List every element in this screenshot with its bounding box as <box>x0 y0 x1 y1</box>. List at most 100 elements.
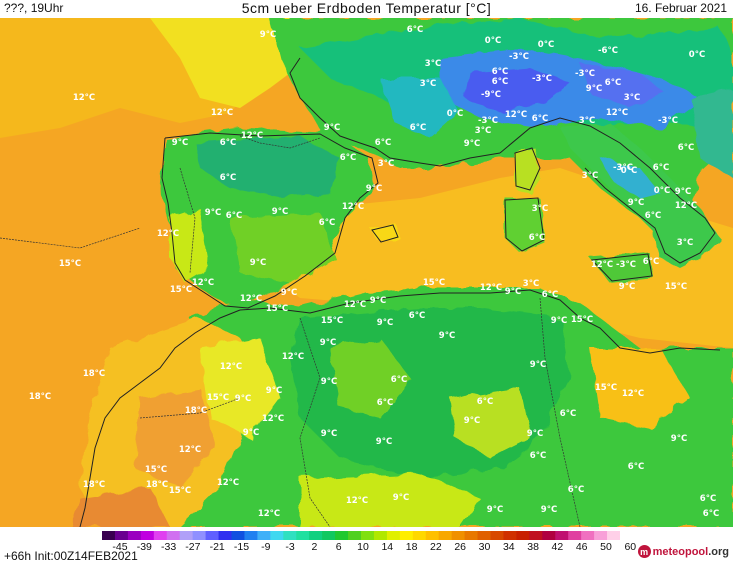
temperature-label: 9°C <box>393 493 409 503</box>
model-init-time: +66h Init:00Z14FEB2021 <box>4 549 138 563</box>
legend-color-swatch <box>102 531 116 540</box>
temperature-label: 9°C <box>586 84 602 94</box>
temperature-label: 6°C <box>568 485 584 495</box>
legend-color-swatch <box>399 531 414 540</box>
logo-domain: .org <box>708 545 729 558</box>
temperature-label: -9°C <box>481 90 501 100</box>
temperature-label: 3°C <box>420 79 436 89</box>
temperature-label: 6°C <box>377 398 393 408</box>
meteopool-logo[interactable]: m meteopool.org <box>637 545 729 558</box>
legend-color-swatch <box>335 531 349 540</box>
temperature-label: 3°C <box>582 171 598 181</box>
temperature-label: 6°C <box>678 143 694 153</box>
legend-tick-label: -3 <box>285 541 295 553</box>
color-legend-bar <box>102 531 620 540</box>
legend-color-swatch <box>166 531 181 540</box>
temperature-label: 0°C <box>689 50 705 60</box>
legend-tick-label: 34 <box>502 541 515 553</box>
temperature-label: -3°C <box>532 74 552 84</box>
temperature-label: 6°C <box>220 138 236 148</box>
legend-color-swatch <box>192 531 207 540</box>
temperature-label: 12°C <box>262 414 284 424</box>
sahara-south <box>300 473 480 527</box>
temperature-label: 9°C <box>541 505 557 515</box>
western-sahara <box>70 488 170 527</box>
temperature-label: -3°C <box>478 116 498 126</box>
temperature-label: 6°C <box>477 397 493 407</box>
temperature-label: 6°C <box>492 77 508 87</box>
legend-tick-label: 38 <box>527 541 539 553</box>
legend-color-swatch <box>270 531 284 540</box>
temperature-label: 6°C <box>410 123 426 133</box>
legend-tick-label: 14 <box>381 541 394 553</box>
temperature-label: 15°C <box>423 278 445 288</box>
temperature-label: 12°C <box>346 496 368 506</box>
temperature-label: 12°C <box>240 294 262 304</box>
temperature-label: 9°C <box>320 338 336 348</box>
atlas-mountains <box>200 338 280 438</box>
sardinia <box>505 198 545 253</box>
legend-tick-label: 30 <box>478 541 491 553</box>
portugal-coast <box>170 208 210 283</box>
temperature-label: 9°C <box>619 282 635 292</box>
temperature-label: 3°C <box>532 204 548 214</box>
temperature-label: 3°C <box>677 238 693 248</box>
temperature-label: 12°C <box>179 445 201 455</box>
algeria-interior <box>330 338 410 418</box>
temperature-label: 3°C <box>475 126 491 136</box>
temperature-label: 6°C <box>628 462 644 472</box>
temperature-label: 15°C <box>266 304 288 314</box>
temperature-label: 6°C <box>542 290 558 300</box>
temperature-label: 12°C <box>622 389 644 399</box>
temperature-label: 12°C <box>73 93 95 103</box>
libya-coast <box>590 348 690 428</box>
temperature-label: 6°C <box>407 25 423 35</box>
legend-tick-label: 18 <box>405 541 418 553</box>
legend-tick-label: -9 <box>261 541 271 553</box>
legend-color-swatch <box>464 531 479 540</box>
legend-color-swatch <box>568 531 582 540</box>
legend-color-swatch <box>607 531 620 540</box>
sea-yellow <box>150 18 310 108</box>
temperature-label: 6°C <box>226 211 242 221</box>
alps-coldest <box>465 68 570 113</box>
temperature-label: 9°C <box>530 360 546 370</box>
legend-tick-label: -45 <box>112 541 128 553</box>
balkans-land <box>690 88 733 178</box>
legend-color-swatch <box>516 531 530 540</box>
legend-color-swatch <box>153 531 168 540</box>
legend-color-swatch <box>373 531 388 540</box>
legend-color-swatch <box>283 531 297 540</box>
legend-color-swatch <box>555 531 569 540</box>
legend-tick-label: -15 <box>233 541 250 553</box>
temperature-label: 12°C <box>220 362 242 372</box>
temperature-label: 0°C <box>538 40 554 50</box>
temperature-label: 12°C <box>217 478 239 488</box>
temperature-label: 15°C <box>145 465 167 475</box>
temperature-label: 15°C <box>207 393 229 403</box>
temperature-label: 9°C <box>321 377 337 387</box>
temperature-label: 15°C <box>571 315 593 325</box>
temperature-label: 6°C <box>319 218 335 228</box>
temperature-label: 9°C <box>250 258 266 268</box>
temperature-label: 12°C <box>591 260 613 270</box>
temperature-label: 0°C <box>447 109 463 119</box>
temperature-label: 6°C <box>703 509 719 519</box>
temperature-label: 0°C <box>485 36 501 46</box>
legend-color-swatch <box>127 531 142 540</box>
temperature-label: 15°C <box>59 259 81 269</box>
temperature-label: -3°C <box>613 163 633 173</box>
legend-tick-label: 50 <box>600 541 612 553</box>
temperature-label: 12°C <box>211 108 233 118</box>
mediterranean-sea <box>260 168 733 348</box>
map-title: 5cm ueber Erdboden Temperatur [°C] <box>241 0 492 16</box>
temperature-label: 15°C <box>170 285 192 295</box>
temperature-label: 6°C <box>409 311 425 321</box>
morocco-south <box>135 388 215 488</box>
forecast-time: ???, 19Uhr <box>4 1 64 15</box>
forecast-date: 16. Februar 2021 <box>634 1 727 15</box>
temperature-label: 6°C <box>391 375 407 385</box>
legend-color-swatch <box>542 531 556 540</box>
temperature-label: 18°C <box>83 480 105 490</box>
temperature-label: 9°C <box>487 505 503 515</box>
